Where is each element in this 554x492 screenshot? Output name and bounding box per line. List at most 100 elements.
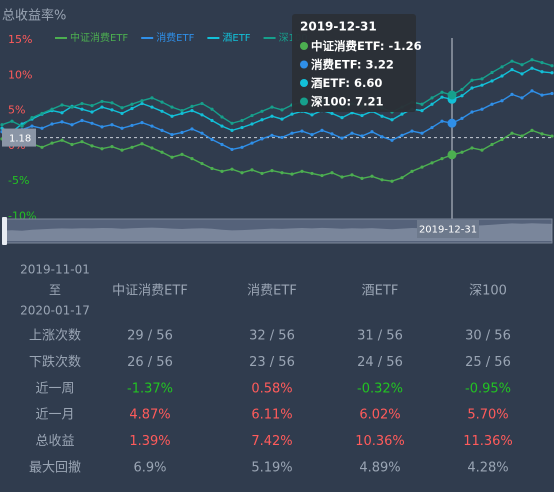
- tooltip-item: 中证消费ETF: -1.26: [311, 39, 422, 53]
- tooltip-item: 深100: 7.21: [311, 95, 383, 109]
- data-point: [220, 115, 224, 119]
- data-point: [400, 133, 404, 137]
- data-point: [360, 134, 364, 138]
- data-point: [320, 128, 324, 132]
- data-point: [290, 172, 294, 176]
- table-cell: 0.58%: [251, 381, 292, 396]
- data-point: [190, 109, 194, 113]
- data-point: [90, 110, 94, 114]
- data-point: [100, 125, 104, 129]
- data-point: [260, 137, 264, 141]
- data-point: [530, 58, 534, 62]
- data-point: [530, 128, 534, 132]
- data-point: [310, 171, 314, 176]
- tooltip-item: 消费ETF: 3.22: [311, 58, 394, 72]
- data-point: [300, 169, 304, 173]
- table-cell: 24 / 56: [357, 355, 403, 370]
- data-point: [390, 118, 394, 122]
- data-point: [20, 124, 24, 128]
- data-point: [310, 113, 314, 117]
- data-point: [470, 110, 474, 114]
- table-cell: -0.32%: [357, 381, 403, 396]
- data-point: [420, 102, 424, 106]
- data-point: [200, 101, 204, 106]
- data-point: [470, 86, 474, 90]
- legend-item[interactable]: 中证消费ETF: [55, 31, 128, 44]
- data-point: [340, 136, 344, 140]
- data-point: [370, 174, 374, 178]
- data-point: [220, 124, 224, 128]
- data-point: [120, 126, 124, 130]
- data-point: [110, 123, 114, 127]
- data-point: [10, 119, 14, 123]
- data-point: [400, 112, 404, 116]
- tooltip-dot: [300, 42, 308, 50]
- table-cell: 31 / 56: [357, 329, 403, 344]
- data-point: [230, 128, 234, 132]
- period-label: 至: [49, 283, 61, 297]
- data-point: [470, 78, 474, 82]
- data-point: [350, 173, 354, 177]
- y-tick-label: 5%: [8, 104, 25, 117]
- data-point: [430, 96, 434, 100]
- table-cell: 23 / 56: [249, 355, 295, 370]
- data-point: [130, 102, 134, 106]
- zoom-area: [2, 223, 552, 241]
- data-point: [280, 171, 284, 175]
- tooltip-item: 酒ETF: 6.60: [311, 76, 382, 90]
- data-point: [500, 137, 504, 142]
- tooltip-title: 2019-12-31: [300, 20, 377, 34]
- data-point: [480, 83, 484, 87]
- y-pointer-text: 1.18: [9, 134, 31, 145]
- table-cell: 5.19%: [251, 461, 292, 476]
- data-point: [480, 107, 484, 111]
- data-point: [510, 68, 514, 72]
- data-point: [130, 123, 134, 128]
- row-label: 近一月: [35, 408, 74, 423]
- data-point: [180, 130, 184, 135]
- data-point: [130, 145, 134, 149]
- data-point: [230, 167, 234, 171]
- data-point: [440, 119, 444, 123]
- data-point: [480, 148, 484, 152]
- data-point: [330, 171, 334, 175]
- series-line: [1, 90, 553, 151]
- data-point: [60, 111, 64, 115]
- data-point: [490, 79, 494, 83]
- data-point: [260, 109, 264, 113]
- data-point: [160, 128, 164, 132]
- data-point: [270, 114, 274, 118]
- data-point: [460, 87, 464, 92]
- data-point: [250, 168, 254, 172]
- data-point: [360, 176, 364, 180]
- data-point: [250, 141, 254, 145]
- legend-item[interactable]: 消费ETF: [141, 31, 195, 44]
- data-point: [250, 122, 254, 126]
- data-point: [170, 155, 174, 159]
- data-point: [60, 120, 64, 124]
- data-point: [510, 92, 514, 96]
- data-point: [510, 59, 514, 63]
- data-point: [410, 169, 414, 173]
- data-point: [260, 118, 264, 122]
- data-point: [190, 157, 194, 161]
- data-point: [420, 165, 424, 169]
- data-point: [90, 104, 94, 108]
- data-point: [140, 121, 144, 125]
- data-point: [480, 77, 484, 81]
- data-point: [200, 113, 204, 117]
- series-line: [1, 59, 553, 127]
- data-point: [400, 176, 404, 180]
- data-point: [90, 144, 94, 148]
- chart-title: 总收益率%: [2, 8, 66, 24]
- table-cell: 4.87%: [129, 408, 170, 423]
- data-point: [70, 123, 74, 127]
- table-cell: 25 / 56: [465, 355, 511, 370]
- legend-item[interactable]: 酒ETF: [207, 32, 251, 44]
- data-point: [520, 72, 524, 76]
- legend-label: 中证消费ETF: [70, 31, 128, 44]
- zoom-slider[interactable]: 2019-12-31: [2, 217, 553, 245]
- data-point: [430, 161, 434, 165]
